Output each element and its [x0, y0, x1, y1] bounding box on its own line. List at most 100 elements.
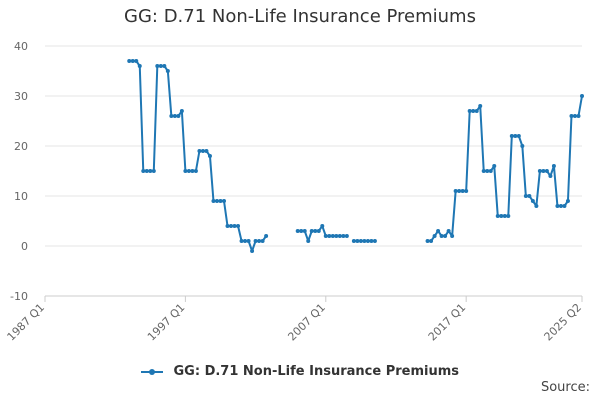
data-point [176, 114, 181, 118]
data-point [572, 114, 577, 118]
data-point [362, 239, 367, 243]
series-line [427, 95, 583, 242]
data-point [193, 169, 198, 173]
data-point [232, 224, 237, 228]
data-point [158, 64, 163, 68]
data-point [358, 239, 363, 243]
data-point [551, 164, 556, 168]
data-point [485, 169, 490, 173]
data-point [306, 239, 311, 243]
data-point [200, 149, 205, 153]
data-point [527, 194, 532, 198]
data-point [453, 189, 458, 193]
data-point [499, 214, 504, 218]
data-point [229, 224, 234, 228]
data-point [320, 224, 325, 228]
legend: GG: D.71 Non-Life Insurance Premiums [0, 364, 600, 379]
data-point [530, 199, 535, 203]
data-point [548, 174, 553, 178]
data-point [250, 249, 255, 253]
data-point [439, 234, 444, 238]
data-point [492, 164, 497, 168]
data-point [344, 234, 349, 238]
data-point [299, 229, 304, 233]
data-point [337, 234, 342, 238]
series-line [129, 60, 267, 252]
data-point [457, 189, 462, 193]
data-point [537, 169, 542, 173]
data-point [523, 194, 528, 198]
data-point [330, 234, 335, 238]
data-point [355, 239, 360, 243]
y-tick-label: 40 [14, 40, 28, 53]
data-point [425, 239, 430, 243]
data-point [134, 59, 139, 63]
data-point [239, 239, 244, 243]
data-point [558, 204, 563, 208]
x-tick-label: 2007 Q1 [285, 301, 328, 344]
data-point [481, 169, 486, 173]
y-axis: -10 0 10 20 30 40 [10, 40, 28, 303]
data-point [137, 64, 142, 68]
data-point [186, 169, 191, 173]
data-point [246, 239, 251, 243]
data-point [218, 199, 223, 203]
data-point [214, 199, 219, 203]
y-tick-label: 30 [14, 90, 28, 103]
data-point [257, 239, 262, 243]
data-point [323, 234, 328, 238]
data-point [172, 114, 177, 118]
data-point [162, 64, 167, 68]
data-point [460, 189, 465, 193]
y-tick-label: 0 [21, 240, 28, 253]
data-point [471, 109, 476, 113]
x-tick-label: 1997 Q1 [145, 301, 188, 344]
source-label: Source: [540, 380, 590, 395]
data-point [450, 234, 455, 238]
data-point [141, 169, 146, 173]
x-tick-label: 1987 Q1 [5, 301, 48, 344]
data-point [369, 239, 374, 243]
y-tick-label: 10 [14, 190, 28, 203]
series-layer [127, 59, 584, 253]
legend-label: GG: D.71 Non-Life Insurance Premiums [173, 364, 459, 379]
data-point [183, 169, 188, 173]
series-line [297, 225, 347, 242]
chart-title: GG: D.71 Non-Life Insurance Premiums [124, 6, 476, 27]
data-point [165, 69, 170, 73]
data-point [225, 224, 230, 228]
data-point [127, 59, 132, 63]
data-point [436, 229, 441, 233]
data-point [243, 239, 248, 243]
data-point [351, 239, 356, 243]
data-point [148, 169, 153, 173]
data-point [169, 114, 174, 118]
data-point [555, 204, 560, 208]
x-tick-label: 2025 Q2 [542, 301, 585, 344]
data-point [341, 234, 346, 238]
data-point [295, 229, 300, 233]
data-point [509, 134, 514, 138]
data-point [253, 239, 258, 243]
data-point [569, 114, 574, 118]
data-point [478, 104, 483, 108]
legend-marker-icon [140, 367, 163, 377]
data-point [207, 154, 212, 158]
data-point [502, 214, 507, 218]
data-point [429, 239, 434, 243]
data-point [236, 224, 241, 228]
data-point [316, 229, 321, 233]
y-tick-label: -10 [10, 290, 28, 303]
data-point [534, 204, 539, 208]
data-point [467, 109, 472, 113]
data-point [474, 109, 479, 113]
data-point [541, 169, 546, 173]
data-point [222, 199, 226, 203]
data-point [513, 134, 518, 138]
data-point [334, 234, 339, 238]
data-point [313, 229, 318, 233]
data-point [506, 214, 511, 218]
data-point [197, 149, 202, 153]
data-point [302, 229, 307, 233]
